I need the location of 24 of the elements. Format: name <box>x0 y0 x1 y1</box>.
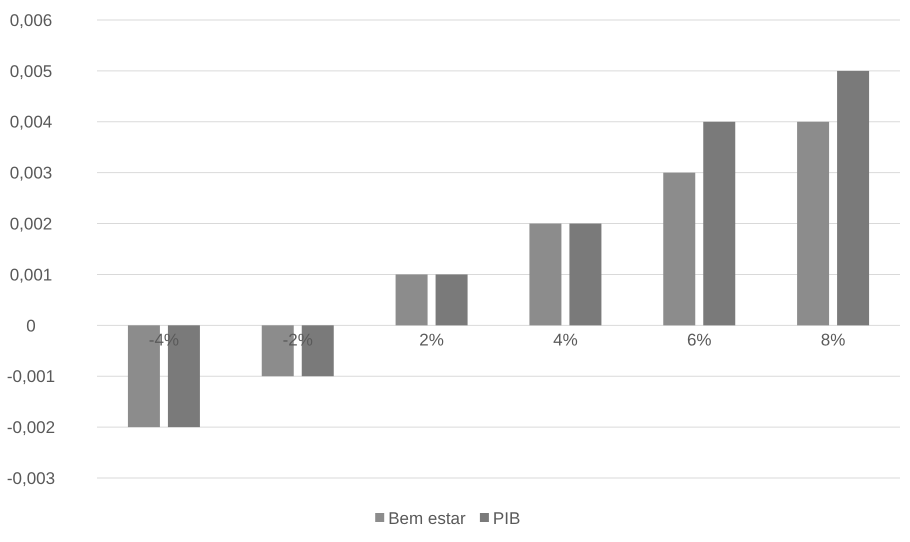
legend-label: PIB <box>492 508 520 528</box>
bar <box>396 274 428 326</box>
bar <box>703 122 736 326</box>
y-tick-label: 0,001 <box>10 265 52 284</box>
x-tick-label: 2% <box>419 330 444 350</box>
x-tick-label: 8% <box>820 330 846 350</box>
y-tick-label: 0,004 <box>10 112 52 132</box>
y-tick-label: 0,005 <box>10 62 52 81</box>
legend-label: Bem estar <box>388 508 466 528</box>
bar <box>797 122 830 326</box>
y-tick-label: 0 <box>26 316 36 336</box>
bar <box>569 224 602 326</box>
y-tick-label: 0,003 <box>10 164 52 183</box>
y-tick-label: -0,003 <box>6 468 56 488</box>
bar <box>529 224 562 326</box>
y-tick-label: 0,006 <box>10 10 52 30</box>
bar <box>436 274 468 326</box>
y-tick-label: 0,002 <box>10 214 52 234</box>
y-tick-label: -0,001 <box>6 367 56 386</box>
x-tick-label: 6% <box>686 330 712 350</box>
y-tick-label: -0,002 <box>6 418 56 438</box>
bar <box>663 172 696 326</box>
bar <box>837 70 870 326</box>
x-tick-label: 4% <box>553 330 578 350</box>
